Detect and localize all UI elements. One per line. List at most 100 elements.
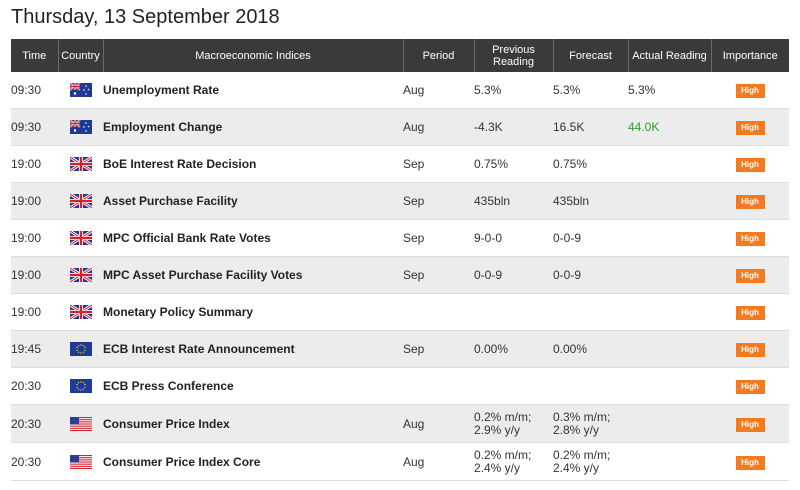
table-row[interactable]: 20:30 ECB Press Conference High	[11, 367, 789, 405]
event-forecast: 0.2% m/m; 2.4% y/y	[553, 442, 628, 481]
event-forecast: 16.5K	[553, 108, 628, 146]
event-name[interactable]: ECB Interest Rate Announcement	[103, 330, 403, 368]
event-country	[58, 145, 103, 183]
table-row[interactable]: 19:00 BoE Interest Rate Decision Sep 0.75% 0…	[11, 145, 789, 183]
event-forecast: 435bln	[553, 182, 628, 220]
event-actual	[628, 219, 711, 257]
eu-flag-icon	[69, 379, 92, 394]
event-forecast: 0.75%	[553, 145, 628, 183]
event-time: 20:30	[11, 404, 58, 443]
table-row[interactable]: 19:00 MPC Asset Purchase Facility Votes Se…	[11, 256, 789, 294]
event-actual	[628, 442, 711, 481]
event-period: Aug	[403, 72, 474, 109]
event-previous: 0-0-9	[474, 256, 553, 294]
event-name[interactable]: Consumer Price Index	[103, 404, 403, 443]
event-actual	[628, 145, 711, 183]
economic-calendar-table: Time Country Macroeconomic Indices Perio…	[11, 39, 789, 481]
event-period: Aug	[403, 442, 474, 481]
event-period: Sep	[403, 182, 474, 220]
previous-value-line: 0.2% m/m;	[474, 447, 532, 462]
us-flag-icon	[69, 416, 92, 431]
header-time[interactable]: Time	[11, 39, 59, 72]
event-country	[58, 256, 103, 294]
event-name[interactable]: BoE Interest Rate Decision	[103, 145, 403, 183]
event-time: 20:30	[11, 367, 58, 405]
forecast-value-line: 2.4% y/y	[553, 460, 600, 475]
importance-badge: High	[735, 121, 765, 135]
table-row[interactable]: 20:30 Consumer Price Index Core Aug 0.2% m/…	[11, 442, 789, 481]
previous-value-line: 0.75%	[474, 156, 509, 171]
header-period[interactable]: Period	[403, 39, 475, 72]
eu-flag-icon	[69, 342, 92, 357]
event-country	[58, 293, 103, 331]
event-actual	[628, 404, 711, 443]
previous-value-line: 435bln	[474, 193, 511, 208]
importance-badge: High	[735, 343, 765, 357]
australia-flag-icon	[69, 83, 92, 98]
table-row[interactable]: 09:30 Employment Change Aug -4.3K 16.5K 44.0K…	[11, 108, 789, 146]
uk-flag-icon	[69, 305, 92, 320]
header-country[interactable]: Country	[58, 39, 104, 72]
importance-badge: High	[735, 158, 765, 172]
event-actual	[628, 367, 711, 405]
forecast-value-line: 435bln	[553, 193, 590, 208]
forecast-value-line: 0.75%	[553, 156, 588, 171]
uk-flag-icon	[69, 194, 92, 209]
event-importance: High	[711, 72, 789, 109]
event-importance: High	[711, 108, 789, 146]
event-country	[58, 367, 103, 405]
importance-badge: High	[735, 380, 765, 394]
event-period: Aug	[403, 108, 474, 146]
header-previous[interactable]: Previous Reading	[474, 39, 554, 72]
event-time: 19:00	[11, 256, 58, 294]
event-name[interactable]: ECB Press Conference	[103, 367, 403, 405]
event-period: Sep	[403, 330, 474, 368]
event-name[interactable]: Monetary Policy Summary	[103, 293, 403, 331]
table-header-row: Time Country Macroeconomic Indices Perio…	[11, 39, 789, 72]
event-name[interactable]: Consumer Price Index Core	[103, 442, 403, 481]
event-name[interactable]: Unemployment Rate	[103, 72, 403, 109]
forecast-value-line: 5.3%	[553, 82, 581, 97]
event-name[interactable]: Employment Change	[103, 108, 403, 146]
event-actual: 5.3%	[628, 72, 711, 109]
forecast-value-line: 16.5K	[553, 119, 585, 134]
table-row[interactable]: 19:00 Monetary Policy Summary High	[11, 293, 789, 331]
previous-value-line: 0.2% m/m;	[474, 409, 532, 424]
event-forecast: 0.3% m/m; 2.8% y/y	[553, 404, 628, 443]
table-row[interactable]: 19:00 MPC Official Bank Rate Votes Sep 9-0-…	[11, 219, 789, 257]
previous-value-line: 0.00%	[474, 341, 509, 356]
header-forecast[interactable]: Forecast	[553, 39, 629, 72]
table-row[interactable]: 19:45 ECB Interest Rate Announcement Sep 0.…	[11, 330, 789, 368]
previous-value-line: 0-0-9	[474, 267, 503, 282]
header-actual[interactable]: Actual Reading	[628, 39, 712, 72]
header-importance[interactable]: Importance	[711, 39, 789, 72]
table-row[interactable]: 19:00 Asset Purchase Facility Sep 435bln 435…	[11, 182, 789, 220]
event-name[interactable]: MPC Official Bank Rate Votes	[103, 219, 403, 257]
event-actual: 44.0K	[628, 108, 711, 146]
event-previous	[474, 367, 553, 405]
header-indices[interactable]: Macroeconomic Indices	[103, 39, 404, 72]
event-previous: 435bln	[474, 182, 553, 220]
event-previous	[474, 293, 553, 331]
event-period	[403, 367, 474, 405]
table-row[interactable]: 20:30 Consumer Price Index Aug 0.2% m/m; 2.9…	[11, 404, 789, 443]
event-name[interactable]: Asset Purchase Facility	[103, 182, 403, 220]
importance-badge: High	[735, 195, 765, 209]
event-previous: 0.75%	[474, 145, 553, 183]
event-forecast: 5.3%	[553, 72, 628, 109]
table-row[interactable]: 09:30 Unemployment Rate Aug 5.3% 5.3% 5.3% Hig…	[11, 72, 789, 109]
event-country	[58, 182, 103, 220]
importance-badge: High	[735, 417, 765, 432]
event-previous: 0.2% m/m; 2.4% y/y	[474, 442, 553, 481]
event-actual	[628, 256, 711, 294]
us-flag-icon	[69, 454, 92, 469]
event-country	[58, 108, 103, 146]
event-name[interactable]: MPC Asset Purchase Facility Votes	[103, 256, 403, 294]
event-country	[58, 442, 103, 481]
event-importance: High	[711, 145, 789, 183]
event-country	[58, 404, 103, 443]
event-previous: 0.00%	[474, 330, 553, 368]
event-forecast: 0-0-9	[553, 256, 628, 294]
uk-flag-icon	[69, 157, 92, 172]
event-time: 19:00	[11, 182, 58, 220]
